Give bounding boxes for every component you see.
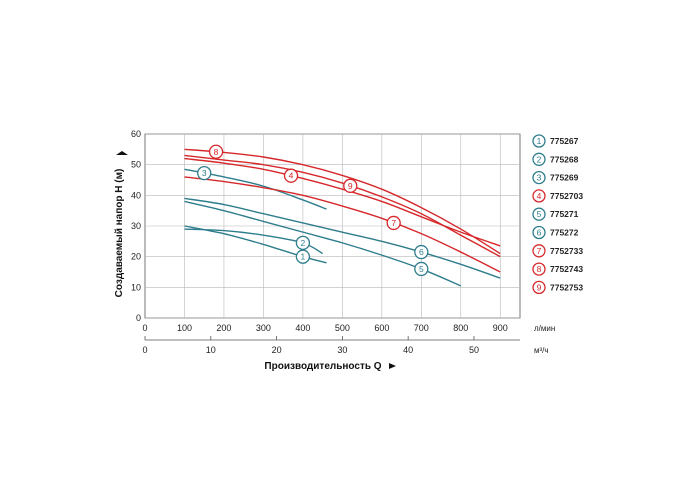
legend-badge-7 (532, 244, 546, 258)
unit-m3h: м³/ч (534, 346, 549, 355)
legend-badge-number: 3 (537, 173, 542, 183)
legend-badge-number: 9 (537, 282, 542, 292)
curve-badge-number: 9 (348, 181, 353, 191)
legend-badge-number: 1 (537, 136, 542, 146)
curve-badge-3 (197, 165, 212, 181)
x-axis-title: Производительность Q (264, 361, 381, 372)
curve-badge-number: 4 (289, 171, 294, 181)
y-tick-label: 0 (136, 313, 141, 323)
x-tick-label-lpm: 100 (177, 323, 192, 333)
curve-badge-8 (208, 144, 224, 159)
legend-entry-label: 775269 (550, 173, 579, 183)
legend-entry-label: 775271 (550, 209, 579, 219)
curve-badge-number: 1 (301, 252, 306, 262)
curve-badge-number: 5 (419, 264, 424, 274)
x-axis-arrow-icon (389, 363, 396, 369)
legend-entry-label: 7752733 (550, 246, 583, 256)
legend-badge-number: 7 (537, 246, 542, 256)
curve-badge-6 (414, 244, 429, 260)
x-tick-label-lpm: 300 (256, 323, 271, 333)
legend-badge-number: 4 (537, 191, 542, 201)
y-tick-label: 60 (131, 129, 141, 139)
unit-lpm: л/мин (534, 324, 555, 333)
series-lines (184, 148, 501, 287)
x-tick-label-lpm: 400 (295, 323, 310, 333)
curve-badges: 1 2 3 4 5 6 7 8 9 (197, 144, 429, 277)
legend-entry-label: 7752703 (550, 191, 583, 201)
x-tick-label-lpm: 200 (216, 323, 231, 333)
series-line-7 (184, 176, 501, 273)
legend-badge-8 (532, 262, 546, 276)
y-axis-arrow-icon (116, 151, 128, 155)
x-tick-label-lpm: 0 (142, 323, 147, 333)
x-tick-label-m3h: 20 (272, 345, 282, 355)
grid (144, 133, 521, 319)
x-tick-label-lpm: 900 (493, 323, 508, 333)
y-tick-label: 40 (131, 190, 141, 200)
legend-badge-4 (532, 189, 546, 203)
series-line-2 (184, 228, 323, 255)
legend-entry-label: 775267 (550, 136, 579, 146)
curve-badge-2 (295, 235, 311, 251)
y-tick-label: 50 (131, 160, 141, 170)
curve-badge-number: 7 (391, 218, 396, 228)
x-tick-label-lpm: 500 (335, 323, 350, 333)
curve-badge-number: 2 (301, 238, 306, 248)
series-line-4 (184, 157, 501, 247)
series-line-9 (184, 154, 501, 258)
x-tick-label-m3h: 40 (403, 345, 413, 355)
y-tick-label: 20 (131, 252, 141, 262)
legend-entry-label: 775272 (550, 228, 579, 238)
legend-badge-1 (532, 134, 546, 148)
x-tick-label-m3h: 30 (337, 345, 347, 355)
y-tick-label: 10 (131, 282, 141, 292)
legend-badge-6 (532, 225, 546, 240)
legend-badge-3 (532, 170, 546, 185)
curve-badge-number: 8 (214, 147, 219, 157)
x-tick-label-m3h: 50 (469, 345, 479, 355)
series-line-6 (184, 197, 501, 279)
curve-badge-5 (414, 261, 429, 277)
legend-badge-number: 5 (537, 209, 542, 219)
legend-badge-number: 8 (537, 264, 542, 274)
x-tick-label-lpm: 800 (453, 323, 468, 333)
x-tick-label-lpm: 700 (414, 323, 429, 333)
legend-badge-number: 2 (537, 154, 542, 164)
series-line-1 (184, 225, 327, 264)
x-tick-label-lpm: 600 (374, 323, 389, 333)
legend-entry-label: 775268 (550, 154, 579, 164)
curve-badge-number: 6 (419, 247, 424, 257)
series-line-8 (184, 148, 501, 255)
x-tick-label-m3h: 10 (206, 345, 216, 355)
legend-entry-label: 7752753 (550, 282, 583, 292)
curve-badge-4 (283, 168, 299, 183)
legend-badge-2 (532, 152, 546, 166)
legend: 1 775267 2 775268 3 775269 4 7752703 5 775271 6 775… (532, 134, 583, 295)
legend-badge-5 (532, 207, 546, 221)
legend-badge-number: 6 (537, 228, 542, 238)
legend-badge-9 (532, 280, 546, 295)
y-tick-label: 30 (131, 221, 141, 231)
x-tick-label-m3h: 0 (142, 345, 147, 355)
curve-badge-number: 3 (202, 168, 207, 178)
legend-entry-label: 7752743 (550, 264, 583, 274)
curve-badge-9 (343, 178, 358, 193)
curve-badge-7 (386, 215, 401, 231)
curve-badge-1 (295, 249, 311, 264)
y-axis-title: Создаваемый напор H (м) (114, 169, 125, 298)
